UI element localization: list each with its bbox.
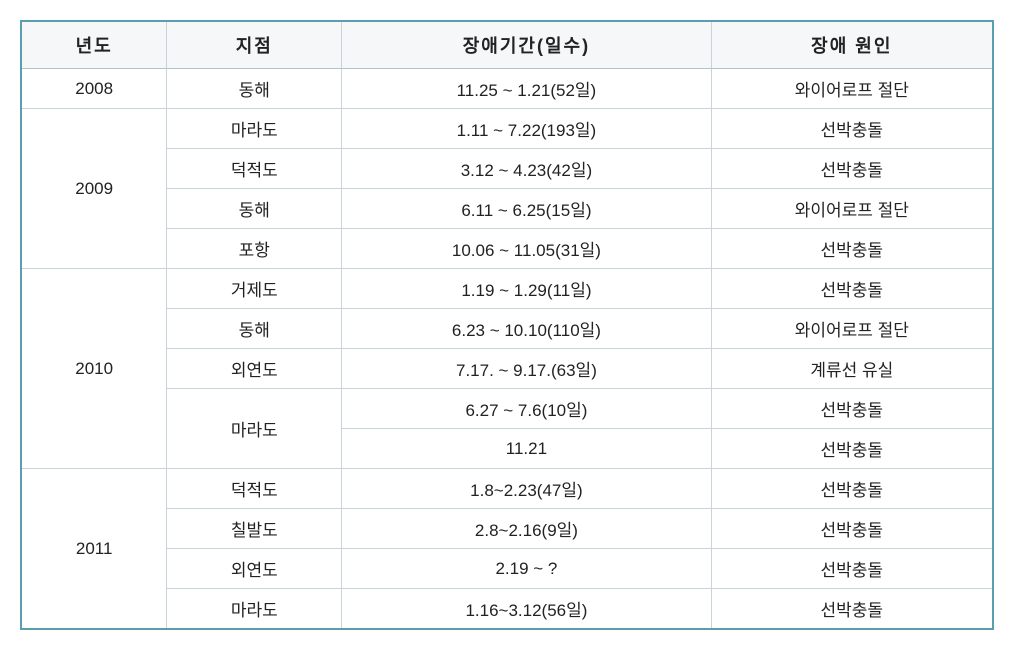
- table-row: 칠발도2.8~2.16(9일)선박충돌: [21, 509, 993, 549]
- table-row: 2010거제도1.19 ~ 1.29(11일)선박충돌: [21, 269, 993, 309]
- col-site: 지점: [167, 21, 342, 69]
- cell-site: 외연도: [167, 549, 342, 589]
- cell-period: 1.8~2.23(47일): [342, 469, 711, 509]
- cell-year: 2011: [21, 469, 167, 630]
- cell-period: 11.21: [342, 429, 711, 469]
- cell-cause: 선박충돌: [711, 269, 993, 309]
- cell-period: 2.19 ~ ?: [342, 549, 711, 589]
- cell-year: 2008: [21, 69, 167, 109]
- table-row: 마라도6.27 ~ 7.6(10일)선박충돌: [21, 389, 993, 429]
- table-row: 동해6.23 ~ 10.10(110일)와이어로프 절단: [21, 309, 993, 349]
- table-row: 덕적도3.12 ~ 4.23(42일)선박충돌: [21, 149, 993, 189]
- table-row: 2011덕적도1.8~2.23(47일)선박충돌: [21, 469, 993, 509]
- failure-table-container: 년도 지점 장애기간(일수) 장애 원인 2008동해11.25 ~ 1.21(…: [20, 20, 994, 630]
- cell-site: 동해: [167, 69, 342, 109]
- table-row: 동해6.11 ~ 6.25(15일)와이어로프 절단: [21, 189, 993, 229]
- table-row: 마라도1.16~3.12(56일)선박충돌: [21, 589, 993, 630]
- cell-period: 1.19 ~ 1.29(11일): [342, 269, 711, 309]
- cell-cause: 선박충돌: [711, 589, 993, 630]
- cell-site: 칠발도: [167, 509, 342, 549]
- cell-site: 마라도: [167, 589, 342, 630]
- cell-cause: 선박충돌: [711, 549, 993, 589]
- cell-site: 외연도: [167, 349, 342, 389]
- table-row: 2008동해11.25 ~ 1.21(52일)와이어로프 절단: [21, 69, 993, 109]
- cell-site: 동해: [167, 189, 342, 229]
- cell-period: 2.8~2.16(9일): [342, 509, 711, 549]
- cell-site: 동해: [167, 309, 342, 349]
- cell-cause: 선박충돌: [711, 149, 993, 189]
- cell-year: 2010: [21, 269, 167, 469]
- cell-year: 2009: [21, 109, 167, 269]
- cell-cause: 계류선 유실: [711, 349, 993, 389]
- cell-period: 7.17. ~ 9.17.(63일): [342, 349, 711, 389]
- cell-site: 덕적도: [167, 469, 342, 509]
- cell-period: 11.25 ~ 1.21(52일): [342, 69, 711, 109]
- cell-site: 마라도: [167, 389, 342, 469]
- cell-cause: 선박충돌: [711, 509, 993, 549]
- cell-site: 덕적도: [167, 149, 342, 189]
- table-row: 2009마라도1.11 ~ 7.22(193일)선박충돌: [21, 109, 993, 149]
- cell-site: 거제도: [167, 269, 342, 309]
- cell-cause: 와이어로프 절단: [711, 69, 993, 109]
- cell-site: 포항: [167, 229, 342, 269]
- cell-period: 6.27 ~ 7.6(10일): [342, 389, 711, 429]
- failure-table: 년도 지점 장애기간(일수) 장애 원인 2008동해11.25 ~ 1.21(…: [20, 20, 994, 630]
- col-cause: 장애 원인: [711, 21, 993, 69]
- table-row: 외연도2.19 ~ ?선박충돌: [21, 549, 993, 589]
- cell-period: 1.16~3.12(56일): [342, 589, 711, 630]
- cell-cause: 선박충돌: [711, 429, 993, 469]
- cell-period: 6.11 ~ 6.25(15일): [342, 189, 711, 229]
- cell-cause: 선박충돌: [711, 109, 993, 149]
- table-row: 외연도7.17. ~ 9.17.(63일)계류선 유실: [21, 349, 993, 389]
- cell-cause: 선박충돌: [711, 469, 993, 509]
- cell-period: 10.06 ~ 11.05(31일): [342, 229, 711, 269]
- table-row: 포항10.06 ~ 11.05(31일)선박충돌: [21, 229, 993, 269]
- cell-cause: 선박충돌: [711, 229, 993, 269]
- cell-cause: 선박충돌: [711, 389, 993, 429]
- col-period: 장애기간(일수): [342, 21, 711, 69]
- cell-period: 3.12 ~ 4.23(42일): [342, 149, 711, 189]
- cell-period: 6.23 ~ 10.10(110일): [342, 309, 711, 349]
- table-header: 년도 지점 장애기간(일수) 장애 원인: [21, 21, 993, 69]
- cell-cause: 와이어로프 절단: [711, 309, 993, 349]
- table-body: 2008동해11.25 ~ 1.21(52일)와이어로프 절단2009마라도1.…: [21, 69, 993, 630]
- cell-period: 1.11 ~ 7.22(193일): [342, 109, 711, 149]
- cell-cause: 와이어로프 절단: [711, 189, 993, 229]
- col-year: 년도: [21, 21, 167, 69]
- cell-site: 마라도: [167, 109, 342, 149]
